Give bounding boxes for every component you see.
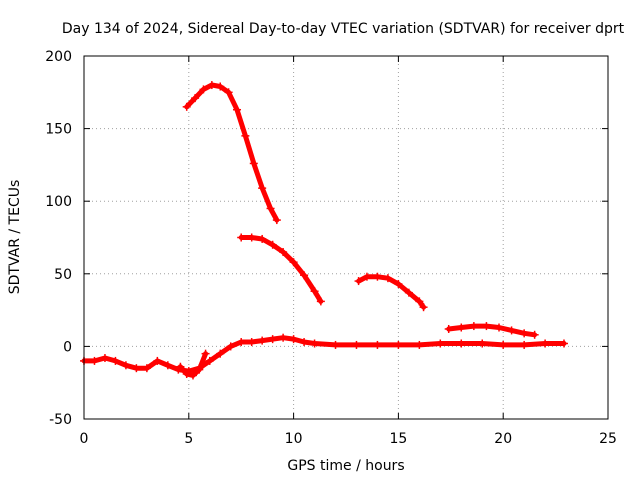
- data-point-baseline: [268, 335, 277, 344]
- data-point-baseline: [478, 339, 487, 348]
- data-point-baseline: [121, 361, 130, 370]
- series-group: [80, 81, 568, 380]
- y-tick-label: 150: [45, 122, 72, 138]
- data-point-baseline: [132, 364, 141, 373]
- data-point-arc-1: [207, 81, 216, 90]
- data-point-arc-4: [520, 329, 529, 338]
- y-tick-label: 100: [45, 194, 72, 210]
- data-point-baseline: [373, 340, 382, 349]
- data-point-baseline-dip: [201, 349, 210, 358]
- data-point-arc-1: [182, 102, 191, 111]
- data-point-arc-1: [266, 204, 275, 213]
- data-point-baseline: [394, 340, 403, 349]
- data-point-baseline: [226, 342, 235, 351]
- data-point-baseline: [258, 336, 267, 345]
- data-point-arc-2: [310, 287, 319, 296]
- x-axis-label: GPS time / hours: [287, 458, 404, 474]
- y-tick-label: 50: [54, 267, 72, 283]
- data-point-arc-4: [469, 322, 478, 331]
- data-point-baseline: [436, 339, 445, 348]
- data-point-arc-3: [419, 303, 428, 312]
- data-point-arc-1: [233, 105, 242, 114]
- data-point-arc-1: [224, 88, 233, 97]
- data-point-arc-3: [354, 277, 363, 286]
- data-point-baseline: [153, 356, 162, 365]
- data-point-arc-1: [241, 131, 250, 140]
- data-point-baseline: [300, 338, 309, 347]
- data-point-arc-2: [279, 248, 288, 257]
- data-point-baseline: [289, 335, 298, 344]
- x-tick-label: 10: [285, 431, 303, 447]
- y-tick-label: 200: [45, 49, 72, 65]
- data-point-arc-4: [457, 323, 466, 332]
- data-point-baseline: [90, 356, 99, 365]
- data-point-arc-2: [247, 233, 256, 242]
- x-tick-label: 25: [599, 431, 617, 447]
- data-point-baseline: [310, 339, 319, 348]
- data-point-baseline: [163, 361, 172, 370]
- series-baseline: [81, 335, 567, 374]
- data-point-arc-2: [268, 240, 277, 249]
- y-axis-label: SDTVAR / TECUs: [7, 180, 23, 295]
- data-point-baseline-dip: [176, 362, 185, 371]
- data-point-arc-1: [258, 184, 267, 193]
- data-point-baseline: [499, 340, 508, 349]
- data-point-arc-2: [237, 233, 246, 242]
- data-point-arc-2: [258, 234, 267, 243]
- data-point-baseline: [331, 340, 340, 349]
- data-point-arc-4: [507, 326, 516, 335]
- data-point-arc-3: [415, 297, 424, 306]
- data-point-baseline: [142, 364, 151, 373]
- data-point-arc-1: [191, 94, 200, 103]
- series-arc-1: [184, 82, 280, 223]
- data-point-arc-2: [316, 297, 325, 306]
- data-point-arc-2: [300, 271, 309, 280]
- data-point-arc-3: [404, 288, 413, 297]
- data-point-arc-3: [383, 274, 392, 283]
- data-point-baseline: [247, 338, 256, 347]
- data-point-baseline: [111, 356, 120, 365]
- data-point-baseline: [415, 340, 424, 349]
- data-point-baseline: [216, 349, 225, 358]
- data-point-baseline: [205, 356, 214, 365]
- series-arc-3: [356, 274, 427, 310]
- x-tick-label: 20: [494, 431, 512, 447]
- data-point-arc-4: [444, 324, 453, 333]
- data-point-baseline: [541, 339, 550, 348]
- data-point-baseline: [559, 339, 568, 348]
- data-point-arc-3: [394, 279, 403, 288]
- data-point-arc-4: [482, 322, 491, 331]
- x-tick-label: 15: [389, 431, 407, 447]
- data-point-baseline: [352, 340, 361, 349]
- data-point-baseline-dip: [188, 371, 197, 380]
- data-point-arc-4: [495, 323, 504, 332]
- y-tick-label: 0: [63, 339, 72, 355]
- data-point-baseline: [237, 338, 246, 347]
- data-point-arc-4: [530, 330, 539, 339]
- series-arc-2: [238, 235, 324, 304]
- data-point-arc-1: [216, 82, 225, 91]
- data-point-arc-1: [272, 216, 281, 225]
- data-point-baseline: [520, 340, 529, 349]
- x-tick-label: 5: [184, 431, 193, 447]
- data-point-baseline-dip: [195, 365, 204, 374]
- y-tick-label: -50: [49, 412, 72, 428]
- data-point-baseline: [279, 333, 288, 342]
- data-point-arc-3: [362, 272, 371, 281]
- data-point-baseline-dip: [182, 369, 191, 378]
- data-point-baseline: [457, 339, 466, 348]
- x-tick-label: 0: [80, 431, 89, 447]
- data-point-arc-2: [289, 258, 298, 267]
- plot-frame: [83, 55, 609, 420]
- data-point-arc-3: [373, 272, 382, 281]
- ticks: 0 5 10 15 20 25 -50 0 50 100 150 200: [45, 49, 617, 447]
- chart-title: Day 134 of 2024, Sidereal Day-to-day VTE…: [62, 21, 625, 37]
- data-point-baseline: [100, 354, 109, 363]
- data-point-arc-1: [249, 159, 258, 168]
- data-point-arc-1: [199, 85, 208, 94]
